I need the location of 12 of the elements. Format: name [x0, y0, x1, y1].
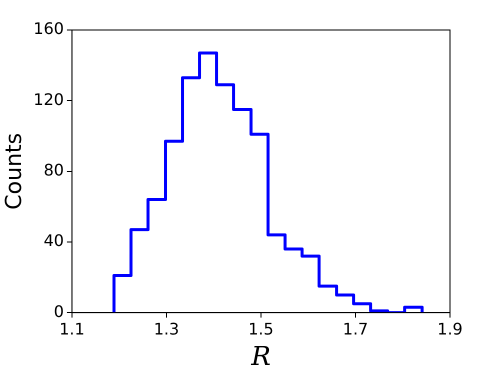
x-tick-label: 1.5 [248, 319, 274, 338]
y-tick-label: 120 [33, 90, 64, 109]
x-tick-label: 1.7 [342, 319, 368, 338]
y-tick-label: 80 [44, 160, 64, 180]
y-tick-label: 0 [54, 302, 64, 321]
y-axis-title: Counts [2, 132, 27, 210]
y-tick-label: 160 [33, 19, 64, 38]
x-tick-label: 1.3 [154, 319, 180, 338]
x-axis-title: R [250, 342, 271, 372]
x-tick-label: 1.9 [437, 319, 463, 338]
y-tick-label: 40 [44, 231, 64, 250]
x-tick-label: 1.1 [59, 319, 85, 338]
